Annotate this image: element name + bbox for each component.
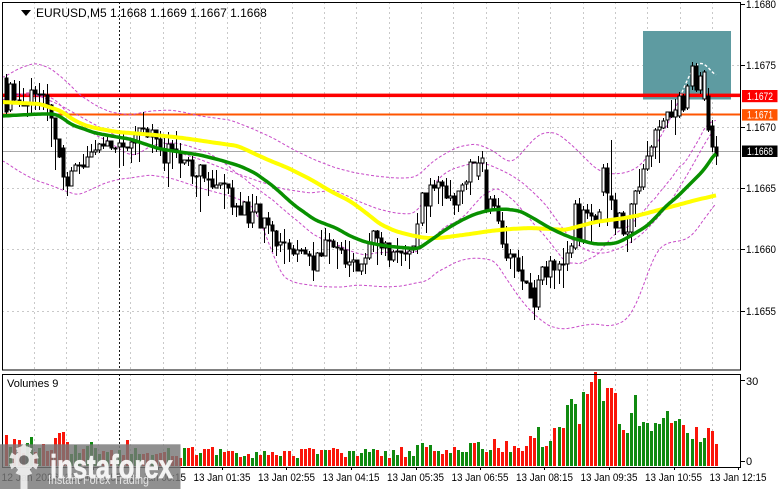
svg-text:1.1675: 1.1675 bbox=[746, 60, 776, 72]
svg-text:13 Jan 05:35: 13 Jan 05:35 bbox=[387, 472, 444, 484]
svg-text:Instant Forex Trading: Instant Forex Trading bbox=[48, 472, 149, 487]
svg-text:1.1672: 1.1672 bbox=[747, 91, 773, 103]
svg-text:13 Jan 08:15: 13 Jan 08:15 bbox=[516, 472, 573, 484]
svg-text:1.1668: 1.1668 bbox=[747, 146, 773, 158]
svg-text:13 Jan 01:35: 13 Jan 01:35 bbox=[194, 472, 251, 484]
svg-text:1.1655: 1.1655 bbox=[746, 306, 776, 318]
svg-text:1.1671: 1.1671 bbox=[747, 110, 773, 122]
svg-text:EURUSD,M5 1.1668 1.1669 1.166: EURUSD,M5 1.1668 1.1669 1.1667 1.1668 bbox=[36, 6, 267, 20]
svg-text:30: 30 bbox=[746, 376, 758, 388]
svg-text:13 Jan 06:55: 13 Jan 06:55 bbox=[452, 472, 509, 484]
svg-text:instaforex: instaforex bbox=[50, 448, 174, 485]
svg-text:1.1665: 1.1665 bbox=[746, 183, 776, 195]
svg-text:13 Jan 04:15: 13 Jan 04:15 bbox=[323, 472, 380, 484]
svg-text:13 Jan 02:55: 13 Jan 02:55 bbox=[258, 472, 315, 484]
svg-text:1.1660: 1.1660 bbox=[746, 244, 776, 256]
svg-text:1.1670: 1.1670 bbox=[746, 122, 776, 134]
svg-text:13 Jan 12:15: 13 Jan 12:15 bbox=[710, 472, 767, 484]
svg-text:13 Jan 10:55: 13 Jan 10:55 bbox=[645, 472, 702, 484]
svg-text:1.1680: 1.1680 bbox=[746, 0, 776, 11]
svg-text:0: 0 bbox=[746, 456, 752, 468]
svg-text:Volumes 9: Volumes 9 bbox=[7, 378, 58, 390]
svg-text:13 Jan 09:35: 13 Jan 09:35 bbox=[581, 472, 638, 484]
